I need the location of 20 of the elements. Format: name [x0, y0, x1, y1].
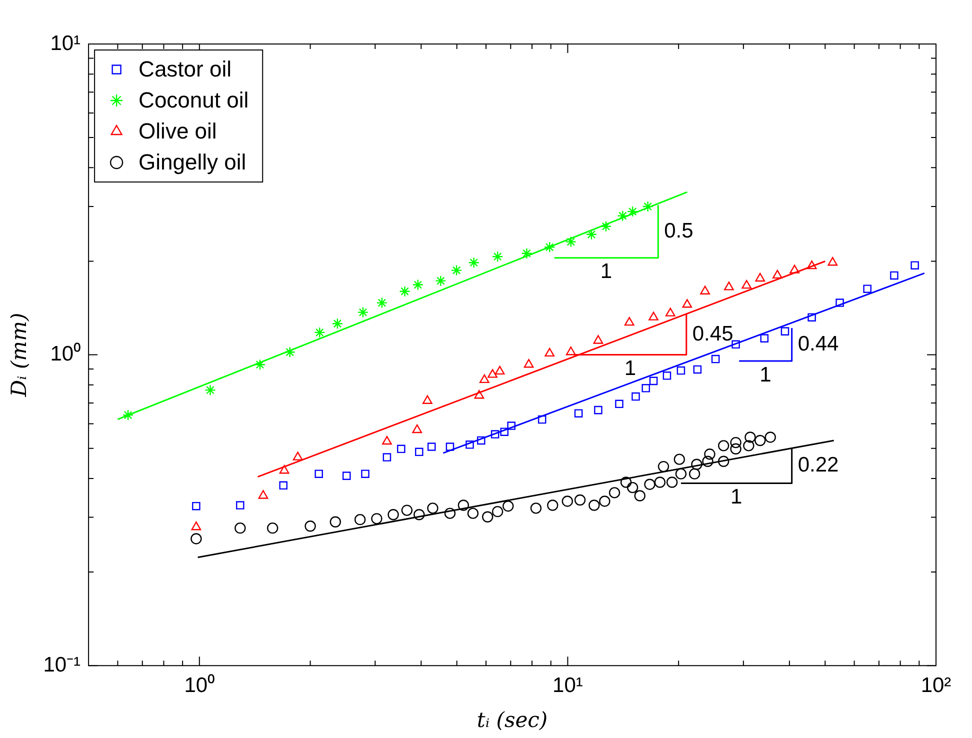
x-tick-label: 10¹ — [552, 674, 583, 697]
y-tick-label: 10¹ — [50, 32, 81, 55]
x-tick-label: 10² — [920, 674, 952, 697]
annotation: 1 — [730, 486, 742, 509]
x-axis-title: tᵢ (sec) — [476, 708, 548, 732]
legend-label: Castor oil — [138, 56, 232, 82]
annotation: 0.5 — [664, 219, 694, 242]
annotation: 0.44 — [798, 332, 840, 356]
legend-label: Olive oil — [138, 118, 217, 144]
annotation: 1 — [624, 357, 636, 380]
annotation: 0.45 — [692, 322, 734, 346]
annotation: 0.22 — [798, 453, 839, 476]
legend-label: Gingelly oil — [138, 150, 246, 175]
y-tick-label: 10⁰ — [50, 342, 81, 366]
annotation: 1 — [600, 260, 612, 284]
y-tick-label: 10⁻¹ — [43, 653, 81, 676]
annotation: 1 — [760, 363, 772, 386]
y-axis-title: Dᵢ (mm) — [7, 312, 32, 398]
x-tick-label: 10⁰ — [184, 674, 215, 697]
legend-label: Coconut oil — [138, 88, 249, 113]
